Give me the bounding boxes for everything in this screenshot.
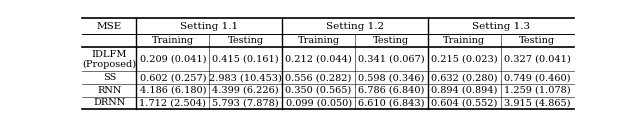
Text: 0.602 (0.257): 0.602 (0.257) xyxy=(140,73,206,82)
Text: 3.915 (4.865): 3.915 (4.865) xyxy=(504,98,570,107)
Text: 2.983 (10.453): 2.983 (10.453) xyxy=(209,73,282,82)
Text: Testing: Testing xyxy=(228,36,264,45)
Text: Testing: Testing xyxy=(519,36,555,45)
Text: Training: Training xyxy=(298,36,340,45)
Text: 0.604 (0.552): 0.604 (0.552) xyxy=(431,98,497,107)
Text: 1.712 (2.504): 1.712 (2.504) xyxy=(140,98,206,107)
Text: 0.749 (0.460): 0.749 (0.460) xyxy=(504,73,570,82)
Text: 0.212 (0.044): 0.212 (0.044) xyxy=(285,55,352,64)
Text: SS: SS xyxy=(103,73,116,82)
Text: 0.215 (0.023): 0.215 (0.023) xyxy=(431,55,497,64)
Text: Setting 1.2: Setting 1.2 xyxy=(326,22,384,30)
Text: 0.209 (0.041): 0.209 (0.041) xyxy=(140,55,206,64)
Text: 0.632 (0.280): 0.632 (0.280) xyxy=(431,73,497,82)
Text: 0.598 (0.346): 0.598 (0.346) xyxy=(358,73,424,82)
Text: 1.259 (1.078): 1.259 (1.078) xyxy=(504,86,570,95)
Text: 0.099 (0.050): 0.099 (0.050) xyxy=(285,98,351,107)
Text: 6.786 (6.840): 6.786 (6.840) xyxy=(358,86,424,95)
Text: 0.327 (0.041): 0.327 (0.041) xyxy=(504,55,570,64)
Text: Testing: Testing xyxy=(373,36,410,45)
Text: 0.350 (0.565): 0.350 (0.565) xyxy=(285,86,352,95)
Text: Training: Training xyxy=(444,36,485,45)
Text: 5.793 (7.878): 5.793 (7.878) xyxy=(212,98,279,107)
Text: Setting 1.1: Setting 1.1 xyxy=(180,22,238,30)
Text: 4.186 (6.180): 4.186 (6.180) xyxy=(140,86,206,95)
Text: Setting 1.3: Setting 1.3 xyxy=(472,22,530,30)
Text: IDLFM
(Proposed): IDLFM (Proposed) xyxy=(83,50,136,69)
Text: Training: Training xyxy=(152,36,194,45)
Text: 6.610 (6.843): 6.610 (6.843) xyxy=(358,98,425,107)
Text: 0.894 (0.894): 0.894 (0.894) xyxy=(431,86,497,95)
Text: 0.415 (0.161): 0.415 (0.161) xyxy=(212,55,279,64)
Text: 4.399 (6.226): 4.399 (6.226) xyxy=(212,86,279,95)
Text: DRNN: DRNN xyxy=(93,98,125,107)
Text: 0.341 (0.067): 0.341 (0.067) xyxy=(358,55,425,64)
Text: 0.556 (0.282): 0.556 (0.282) xyxy=(285,73,352,82)
Text: RNN: RNN xyxy=(97,86,122,95)
Text: MSE: MSE xyxy=(97,22,122,30)
